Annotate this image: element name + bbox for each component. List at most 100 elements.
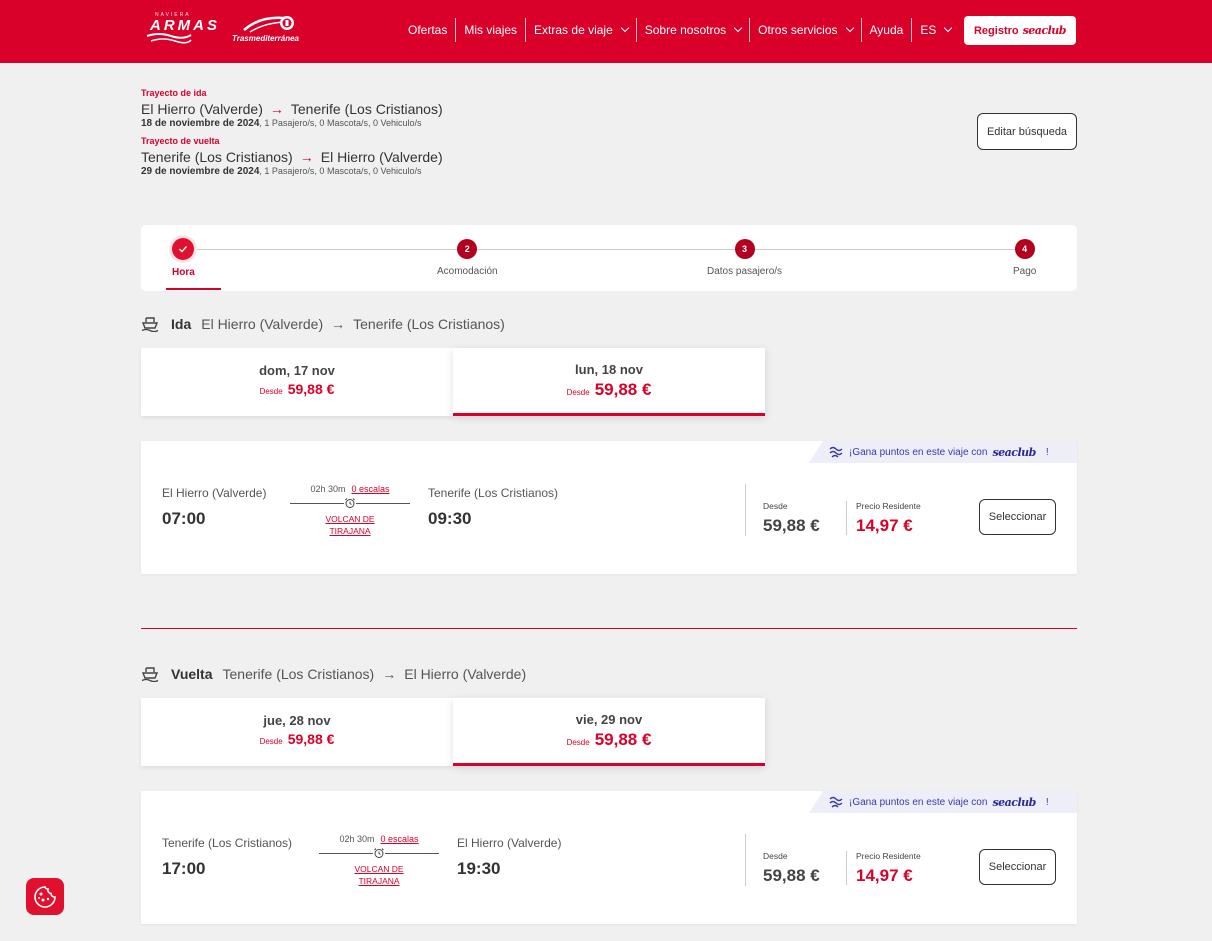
duration-text: 02h 30m bbox=[310, 484, 346, 494]
desde-label: Desde bbox=[566, 738, 590, 747]
resident-price: 14,97 € bbox=[856, 516, 913, 535]
outbound-meta: 18 de noviembre de 2024, 1 Pasajero/s, 0… bbox=[141, 118, 422, 129]
vuelta-label: Vuelta bbox=[171, 666, 213, 682]
chevron-down-icon bbox=[733, 23, 743, 33]
badge-text: ¡Gana puntos en este viaje con bbox=[849, 796, 988, 808]
select-trip-button[interactable]: Seleccionar bbox=[979, 849, 1056, 885]
nav-sobre-nosotros[interactable]: Sobre nosotros bbox=[635, 18, 749, 42]
date-price: 59,88 € bbox=[594, 380, 652, 399]
trip-departure: Tenerife (Los Cristianos) 17:00 bbox=[162, 836, 292, 879]
outbound-from: El Hierro (Valverde) bbox=[141, 101, 263, 117]
stops-link[interactable]: 0 escalas bbox=[351, 484, 390, 494]
departure-time: 17:00 bbox=[162, 859, 206, 878]
vuelta-to: El Hierro (Valverde) bbox=[404, 666, 527, 682]
step-pago: 4 Pago bbox=[1013, 239, 1036, 277]
step-acomodacion-label: Acomodación bbox=[437, 266, 498, 277]
arrow-right-icon: → bbox=[269, 101, 284, 117]
vuelta-trip-card: ¡Gana puntos en este viaje con seaclub !… bbox=[141, 791, 1077, 924]
duration-text: 02h 30m bbox=[339, 834, 375, 844]
naviera-armas-logo[interactable]: NAVIERA ARMAS bbox=[145, 12, 217, 44]
nav-mis-viajes[interactable]: Mis viajes bbox=[455, 18, 525, 42]
step-hora[interactable]: Hora bbox=[172, 238, 195, 278]
step-number: 2 bbox=[457, 239, 478, 259]
nav-ofertas[interactable]: Ofertas bbox=[400, 18, 455, 42]
chevron-down-icon bbox=[845, 23, 854, 33]
nav-sobre-label: Sobre nosotros bbox=[644, 23, 727, 37]
resident-label: Precio Residente bbox=[856, 501, 921, 511]
desde-label: Desde bbox=[566, 388, 590, 397]
nav-ofertas-label: Ofertas bbox=[408, 23, 448, 37]
vuelta-route: Tenerife (Los Cristianos) → El Hierro (V… bbox=[223, 666, 527, 682]
nav-ayuda[interactable]: Ayuda bbox=[860, 18, 912, 42]
arrival-port: Tenerife (Los Cristianos) bbox=[428, 486, 559, 500]
step-datos-pasajeros: 3 Datos pasajero/s bbox=[707, 239, 782, 277]
chevron-down-icon bbox=[620, 23, 629, 33]
date-price: 59,88 € bbox=[594, 730, 652, 749]
desde-price-block: Desde 59,88 € bbox=[763, 501, 820, 536]
stops-link[interactable]: 0 escalas bbox=[380, 834, 419, 844]
vuelta-date-option[interactable]: jue, 28 nov Desde 59,88 € bbox=[141, 698, 453, 766]
brand2-text: Trasmediterránea bbox=[232, 34, 299, 43]
ship-name-link[interactable]: VOLCAN DE TIRAJANA bbox=[319, 863, 439, 887]
desde-label: Desde bbox=[259, 737, 283, 746]
trip-departure: El Hierro (Valverde) 07:00 bbox=[162, 486, 266, 529]
seaclub-points-badge: ¡Gana puntos en este viaje con seaclub ! bbox=[809, 791, 1077, 813]
checkmark-icon bbox=[172, 238, 195, 260]
language-selector[interactable]: ES bbox=[911, 18, 959, 42]
outbound-route: El Hierro (Valverde) → Tenerife (Los Cri… bbox=[141, 101, 443, 117]
trip-arrival: El Hierro (Valverde) 19:30 bbox=[457, 836, 561, 879]
separator bbox=[846, 501, 847, 535]
nav-extras-label: Extras de viaje bbox=[534, 23, 613, 37]
step-acomodacion: 2 Acomodación bbox=[437, 239, 498, 277]
ida-date-option[interactable]: dom, 17 nov Desde 59,88 € bbox=[141, 348, 453, 416]
brand-small-text: NAVIERA bbox=[155, 12, 191, 18]
main-nav: Ofertas Mis viajes Extras de viaje Sobre… bbox=[400, 18, 959, 42]
step-number: 4 bbox=[1014, 239, 1035, 259]
ida-date-option-selected[interactable]: lun, 18 nov Desde 59,88 € bbox=[453, 348, 765, 416]
wave-icon bbox=[146, 33, 192, 44]
trip-duration: 02h 30m 0 escalas VOLCAN DE TIRAJANA bbox=[290, 484, 410, 537]
ship-name-1: VOLCAN DE bbox=[325, 514, 375, 524]
return-date: 29 de noviembre de 2024 bbox=[141, 166, 260, 177]
return-meta: 29 de noviembre de 2024, 1 Pasajero/s, 0… bbox=[141, 166, 422, 177]
return-from: Tenerife (Los Cristianos) bbox=[141, 149, 293, 165]
nav-extras-de-viaje[interactable]: Extras de viaje bbox=[525, 18, 636, 42]
ida-to: Tenerife (Los Cristianos) bbox=[353, 316, 505, 332]
desde-label: Desde bbox=[259, 387, 283, 396]
stepper-line bbox=[193, 249, 1025, 250]
vuelta-date-option-selected[interactable]: vie, 29 nov Desde 59,88 € bbox=[453, 698, 765, 766]
seaclub-points-badge: ¡Gana puntos en este viaje con seaclub ! bbox=[809, 441, 1077, 463]
outbound-meta-text: , 1 Pasajero/s, 0 Mascota/s, 0 Vehiculo/… bbox=[259, 118, 422, 128]
ship-name-link[interactable]: VOLCAN DE TIRAJANA bbox=[290, 513, 410, 537]
departure-port: Tenerife (Los Cristianos) bbox=[162, 836, 293, 850]
arrival-time: 09:30 bbox=[428, 509, 472, 528]
nav-otros-servicios[interactable]: Otros servicios bbox=[749, 18, 860, 42]
select-trip-button[interactable]: Seleccionar bbox=[979, 499, 1056, 535]
ida-section-header: Ida El Hierro (Valverde) → Tenerife (Los… bbox=[141, 316, 505, 332]
date-price: 59,88 € bbox=[287, 381, 335, 397]
edit-search-button[interactable]: Editar búsqueda bbox=[977, 113, 1077, 150]
nav-mis-viajes-label: Mis viajes bbox=[464, 23, 518, 37]
separator bbox=[745, 484, 746, 536]
return-to: El Hierro (Valverde) bbox=[320, 149, 443, 165]
badge-text: ¡Gana puntos en este viaje con bbox=[849, 446, 988, 458]
site-header: NAVIERA ARMAS Trasmediterránea Ofertas M… bbox=[0, 0, 1212, 63]
arrow-right-icon: → bbox=[299, 149, 314, 165]
trip-duration: 02h 30m 0 escalas VOLCAN DE TIRAJANA bbox=[319, 834, 439, 887]
trasmediterranea-emblem-icon bbox=[243, 16, 294, 33]
resident-price: 14,97 € bbox=[856, 866, 913, 885]
cookie-settings-button[interactable] bbox=[26, 878, 64, 915]
badge-excl: ! bbox=[1045, 796, 1049, 808]
ship-name-2: TIRAJANA bbox=[358, 876, 400, 886]
desde-label: Desde bbox=[763, 501, 788, 511]
step-datos-label: Datos pasajero/s bbox=[707, 266, 783, 277]
separator bbox=[745, 834, 746, 886]
registro-seaclub-button[interactable]: Registro seaclub bbox=[964, 16, 1076, 45]
seaclub-logo: seaclub bbox=[992, 795, 1036, 809]
outbound-label: Trayecto de ida bbox=[141, 88, 207, 98]
return-route: Tenerife (Los Cristianos) → El Hierro (V… bbox=[141, 149, 443, 165]
trasmediterranea-logo[interactable]: Trasmediterránea bbox=[232, 14, 312, 46]
return-meta-text: , 1 Pasajero/s, 0 Mascota/s, 0 Vehiculo/… bbox=[259, 166, 422, 176]
arrival-time: 19:30 bbox=[457, 859, 501, 878]
ship-icon bbox=[141, 317, 159, 332]
